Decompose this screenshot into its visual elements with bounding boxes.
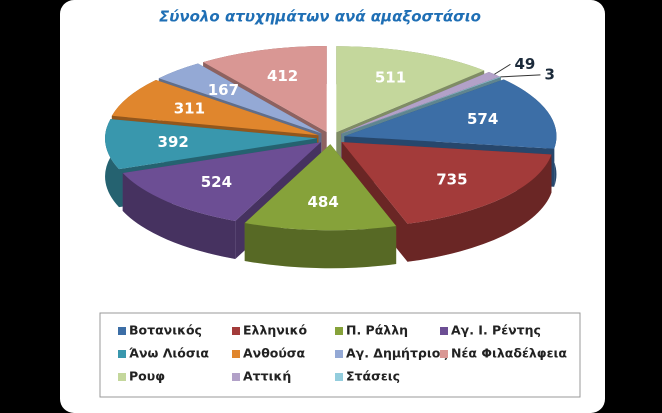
legend-swatch (335, 373, 343, 381)
legend-swatch (440, 327, 448, 335)
data-label: 524 (201, 173, 232, 191)
data-label: 392 (158, 133, 189, 151)
legend-swatch (335, 327, 343, 335)
leader-line (494, 63, 511, 75)
legend-label: Αγ. Δημήτριος (346, 346, 448, 361)
slice (158, 63, 322, 134)
legend-swatch (118, 350, 126, 358)
legend-swatch (232, 373, 240, 381)
slice-shade (122, 173, 236, 259)
slice-shade (244, 223, 397, 269)
data-label: 484 (307, 193, 338, 211)
legend-label: Άνω Λιόσια (129, 346, 209, 361)
slice (122, 142, 321, 221)
slice (105, 119, 318, 170)
slice (341, 142, 552, 224)
legend-label: Βοτανικός (129, 323, 202, 338)
slice-side (407, 154, 552, 262)
slice (244, 144, 397, 231)
legend-swatch (335, 350, 343, 358)
data-label: 167 (208, 81, 239, 99)
data-label: 735 (436, 170, 467, 188)
data-label: 412 (267, 67, 298, 85)
data-label: 511 (375, 68, 406, 86)
slice-shade (407, 154, 552, 262)
slice (341, 76, 501, 134)
slice-side (122, 173, 236, 259)
data-label: 3 (544, 65, 554, 83)
data-label: 49 (514, 55, 535, 73)
legend-label: Ελληνικό (243, 323, 308, 338)
legend-label: Ρουφ (129, 369, 165, 384)
legend-swatch (232, 327, 240, 335)
legend-label: Στάσεις (346, 369, 400, 384)
data-label: 574 (467, 110, 498, 128)
legend-swatch (440, 350, 448, 358)
legend-label: Αττική (243, 369, 291, 384)
legend-swatch (118, 373, 126, 381)
legend-swatch (118, 327, 126, 335)
slice (336, 46, 485, 133)
slice-side (244, 223, 397, 269)
chart-title: Σύνολο ατυχημάτων ανά αμαξοστάσιο (159, 8, 481, 26)
slice (341, 72, 500, 134)
slice (203, 46, 327, 132)
legend-swatch (232, 350, 240, 358)
legend-label: Ανθούσα (243, 346, 306, 361)
legend-label: Π. Ράλλη (346, 323, 408, 338)
leader-line (500, 74, 541, 78)
slice (344, 79, 557, 149)
data-label: 311 (174, 100, 205, 118)
legend-label: Αγ. Ι. Ρέντης (451, 323, 541, 338)
legend-label: Νέα Φιλαδέλφεια (451, 346, 567, 361)
slice (111, 80, 319, 136)
